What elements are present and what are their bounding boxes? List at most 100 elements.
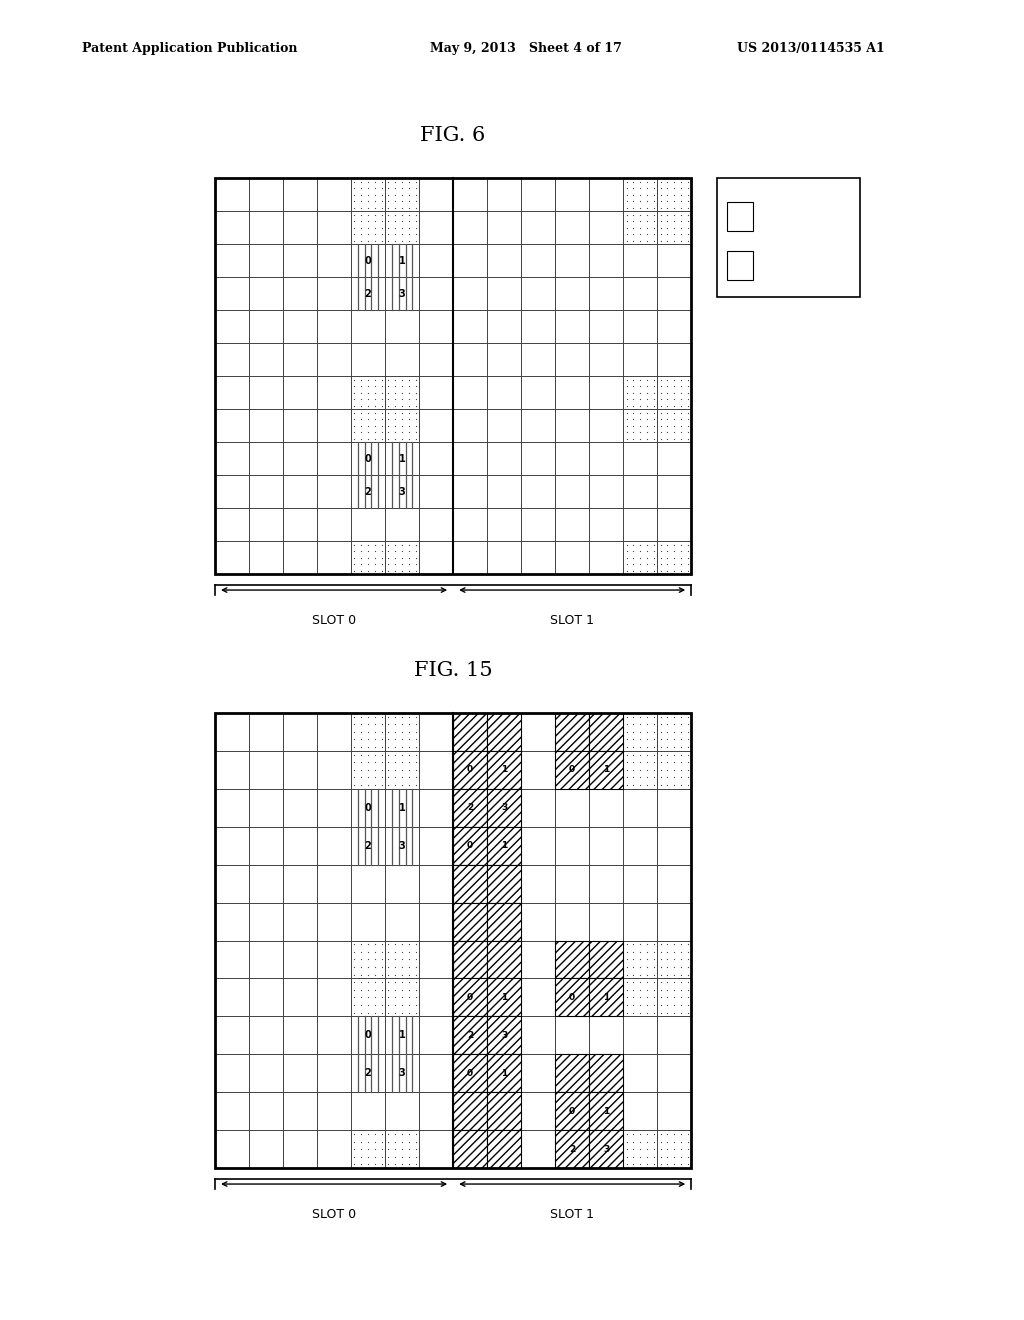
Bar [453,1093,487,1130]
Bar [317,978,351,1016]
Text: FIG. 6: FIG. 6 [421,127,485,145]
Bar [283,541,317,574]
Bar [317,1093,351,1130]
Bar [453,376,487,409]
Bar [624,903,657,940]
Bar [453,903,487,940]
Bar [624,541,657,574]
Bar [589,751,624,789]
Bar [521,826,555,865]
Bar [249,376,283,409]
Bar [589,1130,624,1168]
Bar [624,826,657,865]
Text: FIG. 15: FIG. 15 [414,661,493,680]
Bar [657,409,691,442]
Bar [487,826,521,865]
Text: 1: 1 [501,841,507,850]
Bar [624,1093,657,1130]
Bar [215,211,249,244]
Bar [317,178,351,211]
Bar [521,789,555,826]
Text: SLOT 1: SLOT 1 [550,614,594,627]
Bar [589,1093,624,1130]
Bar [249,865,283,903]
Bar [624,211,657,244]
Bar [283,442,317,475]
Bar [419,211,453,244]
Bar [249,409,283,442]
Bar [351,1093,385,1130]
Bar [555,978,589,1016]
Bar [555,713,589,751]
Bar [215,310,249,343]
Bar [521,508,555,541]
Bar [589,310,624,343]
Bar [419,789,453,826]
Bar [521,865,555,903]
Bar [487,475,521,508]
Bar [624,178,657,211]
Bar [215,541,249,574]
Bar [624,751,657,789]
Bar [215,903,249,940]
Bar [453,1055,487,1093]
Bar [657,178,691,211]
Bar [453,903,487,940]
Bar [624,277,657,310]
Bar [283,978,317,1016]
Bar [249,826,283,865]
Text: 3: 3 [603,1144,609,1154]
Bar [487,178,521,211]
Bar [385,1016,419,1055]
Bar [555,1093,589,1130]
Bar [453,713,487,751]
Bar [385,541,419,574]
Bar [351,1130,385,1168]
Bar [487,751,521,789]
Text: 1: 1 [603,993,609,1002]
Bar [215,508,249,541]
Bar [589,178,624,211]
Text: 2: 2 [467,1031,473,1040]
Bar [419,751,453,789]
Bar [657,826,691,865]
Bar [215,865,249,903]
Bar [351,713,385,751]
Text: 0: 0 [467,841,473,850]
Text: SLOT 0: SLOT 0 [312,1208,356,1221]
Bar [589,751,624,789]
Bar [283,903,317,940]
Bar [555,903,589,940]
Bar [215,178,249,211]
Bar [589,442,624,475]
Bar [351,826,385,865]
Bar [624,1055,657,1093]
Bar [521,475,555,508]
Bar [249,903,283,940]
Bar [657,1130,691,1168]
Bar [215,1016,249,1055]
Bar [249,1055,283,1093]
Bar [453,1055,487,1093]
Bar [249,442,283,475]
Text: 1: 1 [398,803,406,813]
Bar [317,713,351,751]
Bar [589,409,624,442]
Bar [624,178,657,211]
Bar [727,251,753,280]
Bar [351,343,385,376]
Bar [555,1055,589,1093]
Bar [453,475,487,508]
Bar [487,244,521,277]
Bar [555,541,589,574]
Bar [385,1130,419,1168]
Bar [727,202,753,231]
Bar [215,1130,249,1168]
Bar [215,713,249,751]
Bar [419,343,453,376]
Bar [317,751,351,789]
Bar [385,277,419,310]
Bar [657,978,691,1016]
Bar [249,1130,283,1168]
Bar [624,865,657,903]
